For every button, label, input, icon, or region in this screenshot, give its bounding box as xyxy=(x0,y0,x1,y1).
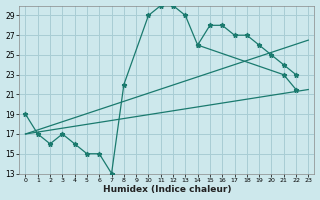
X-axis label: Humidex (Indice chaleur): Humidex (Indice chaleur) xyxy=(103,185,231,194)
